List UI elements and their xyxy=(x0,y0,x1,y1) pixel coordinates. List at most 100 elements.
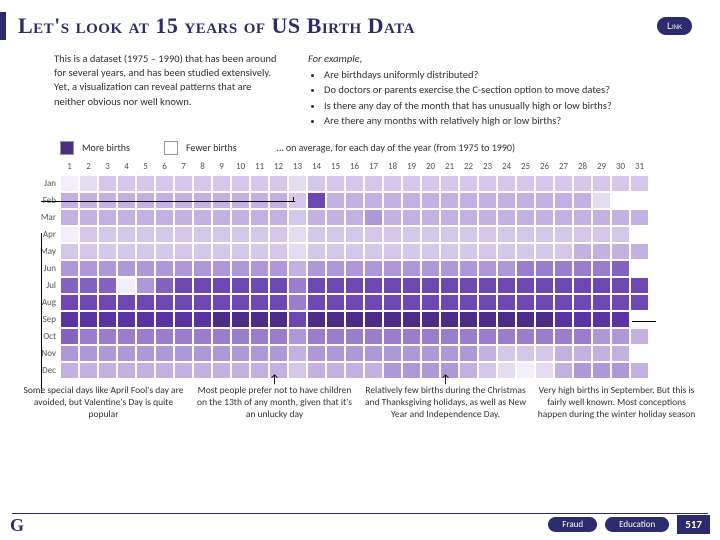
heatmap-cell xyxy=(402,243,421,260)
heatmap-cell xyxy=(573,226,592,243)
heatmap-cell xyxy=(117,243,136,260)
heatmap-cell xyxy=(440,311,459,328)
heatmap-cell xyxy=(497,260,516,277)
heatmap-cell xyxy=(288,328,307,345)
heatmap-cell xyxy=(98,277,117,294)
heatmap-cell xyxy=(630,226,649,243)
link-button[interactable]: Link xyxy=(657,17,692,35)
heatmap-cell xyxy=(592,345,611,362)
row-header: Oct xyxy=(30,328,60,345)
heatmap-cell xyxy=(98,362,117,379)
heatmap-cell xyxy=(630,345,649,362)
heatmap-cell xyxy=(79,311,98,328)
intro-lead: For example, xyxy=(308,52,690,66)
arrow-icon: ↑ xyxy=(269,373,280,388)
heatmap-cell xyxy=(269,260,288,277)
heatmap-cell xyxy=(459,362,478,379)
heatmap-cell xyxy=(459,209,478,226)
heatmap-cell xyxy=(60,328,79,345)
heatmap-cell xyxy=(383,226,402,243)
footer-badge-education[interactable]: Education xyxy=(605,517,669,532)
heatmap-cell xyxy=(554,362,573,379)
heatmap-cell xyxy=(402,311,421,328)
heatmap-cell xyxy=(174,277,193,294)
heatmap-cell xyxy=(402,260,421,277)
row-header: Dec xyxy=(30,362,60,379)
heatmap-cell xyxy=(60,311,79,328)
heatmap-cell xyxy=(288,345,307,362)
heatmap-cell xyxy=(231,345,250,362)
heatmap-cell xyxy=(440,209,459,226)
heatmap-cell xyxy=(60,294,79,311)
heatmap-cell xyxy=(79,328,98,345)
heatmap-cell xyxy=(364,226,383,243)
heatmap-cell xyxy=(421,294,440,311)
heatmap-cell xyxy=(516,243,535,260)
heatmap-cell xyxy=(174,311,193,328)
heatmap-cell xyxy=(136,311,155,328)
footer: Fraud Education 517 xyxy=(548,515,710,534)
heatmap-cell xyxy=(573,311,592,328)
heatmap-cell xyxy=(421,345,440,362)
heatmap-cell xyxy=(497,209,516,226)
heatmap-cell xyxy=(611,311,630,328)
heatmap-cell xyxy=(402,362,421,379)
heatmap-cell xyxy=(174,362,193,379)
heatmap-cell xyxy=(117,362,136,379)
annotation-3: ↑Relatively few births during the Christ… xyxy=(364,385,527,421)
heatmap-cell xyxy=(573,294,592,311)
heatmap-cell xyxy=(364,175,383,192)
heatmap-cell xyxy=(98,175,117,192)
heatmap-cell xyxy=(307,328,326,345)
col-header: 17 xyxy=(364,161,383,175)
heatmap-cell xyxy=(440,175,459,192)
heatmap-cell xyxy=(554,243,573,260)
heatmap-cell xyxy=(231,209,250,226)
heatmap-cell xyxy=(516,294,535,311)
heatmap-cell xyxy=(459,277,478,294)
heatmap-cell xyxy=(478,192,497,209)
heatmap-cell xyxy=(174,345,193,362)
heatmap-cell xyxy=(231,328,250,345)
heatmap-cell xyxy=(212,226,231,243)
heatmap-cell xyxy=(459,226,478,243)
heatmap-cell xyxy=(478,175,497,192)
heatmap-cell xyxy=(136,277,155,294)
heatmap-cell xyxy=(250,209,269,226)
heatmap-cell xyxy=(573,209,592,226)
heatmap-cell xyxy=(459,260,478,277)
heatmap-cell xyxy=(535,328,554,345)
heatmap-cell xyxy=(60,345,79,362)
heatmap-cell xyxy=(117,328,136,345)
heatmap-cell xyxy=(459,328,478,345)
callout-arrow-sep xyxy=(632,321,656,322)
heatmap-cell xyxy=(174,243,193,260)
heatmap-cell xyxy=(288,362,307,379)
footer-badge-fraud[interactable]: Fraud xyxy=(548,517,597,532)
heatmap-cell xyxy=(497,345,516,362)
heatmap-cell xyxy=(421,209,440,226)
heatmap-cell xyxy=(516,192,535,209)
heatmap-cell xyxy=(516,277,535,294)
heatmap-cell xyxy=(611,362,630,379)
heatmap-cell xyxy=(136,328,155,345)
heatmap-cell xyxy=(250,328,269,345)
heatmap-cell xyxy=(79,345,98,362)
col-header: 11 xyxy=(250,161,269,175)
heatmap-cell xyxy=(364,328,383,345)
heatmap-cell xyxy=(307,311,326,328)
heatmap-cell xyxy=(288,243,307,260)
heatmap-container: 1234567891011121314151617181920212223242… xyxy=(0,161,720,379)
heatmap-cell xyxy=(288,260,307,277)
heatmap-cell xyxy=(383,328,402,345)
heatmap-cell xyxy=(440,345,459,362)
row-header: Nov xyxy=(30,345,60,362)
heatmap-cell xyxy=(136,226,155,243)
heatmap-cell xyxy=(440,328,459,345)
heatmap-cell xyxy=(516,226,535,243)
heatmap-cell xyxy=(535,345,554,362)
heatmap-cell xyxy=(630,294,649,311)
heatmap-cell xyxy=(231,311,250,328)
heatmap-cell xyxy=(250,345,269,362)
heatmap-cell xyxy=(402,226,421,243)
